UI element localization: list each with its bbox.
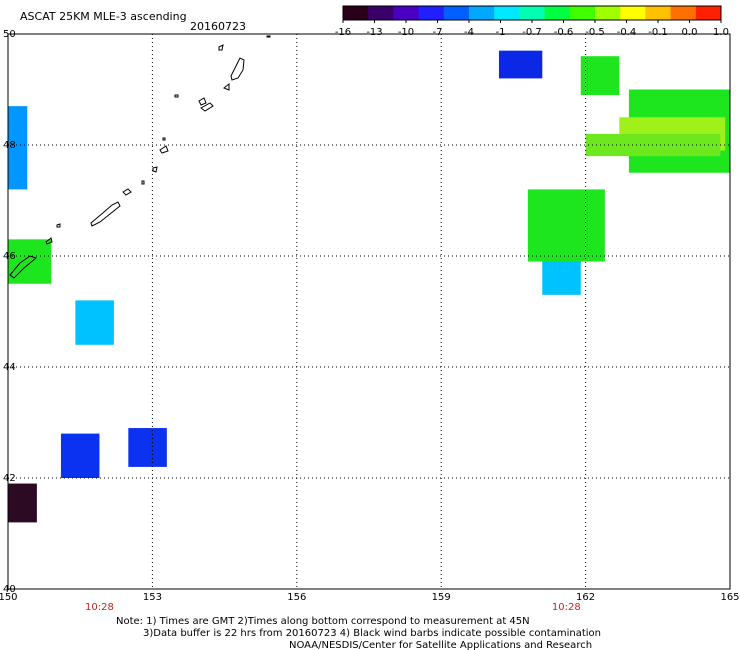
y-axis-ticks: 50 48 46 44 42 40	[3, 29, 16, 595]
colorbar-swatch	[695, 6, 722, 20]
y-tick-label: 40	[3, 584, 16, 595]
y-tick-label: 50	[3, 29, 16, 40]
data-cell	[498, 50, 543, 79]
data-cell	[8, 106, 28, 190]
colorbar-swatch	[620, 6, 646, 20]
colorbar-label: -0.7	[522, 27, 542, 38]
colorbar-label: -16	[335, 27, 351, 38]
time-label: 10:28	[85, 602, 114, 613]
colorbar-swatch	[670, 6, 697, 20]
map-frame	[7, 33, 731, 590]
colorbar-swatch	[595, 6, 621, 20]
colorbar-swatch	[469, 6, 495, 20]
data-cell	[60, 433, 100, 478]
data-cell	[128, 428, 167, 467]
colorbar-label: -0.1	[648, 27, 668, 38]
colorbar-swatch	[368, 6, 394, 20]
colorbar-swatch	[443, 6, 470, 20]
colorbar-swatch	[343, 6, 369, 20]
y-tick-label: 46	[3, 251, 16, 262]
colorbar-label: -4	[464, 27, 474, 38]
coastline	[9, 35, 271, 279]
y-tick-label: 48	[3, 140, 16, 151]
data-cell	[580, 56, 620, 96]
map-title: ASCAT 25KM MLE-3 ascending	[20, 10, 187, 23]
colorbar-swatch	[645, 6, 672, 20]
note-line-3: NOAA/NESDIS/Center for Satellite Applica…	[289, 640, 592, 650]
time-label: 10:28	[552, 602, 581, 613]
colorbar-swatch	[393, 6, 420, 20]
data-cells	[8, 50, 730, 523]
colorbar-swatch	[494, 6, 520, 20]
note-line-1: Note: 1) Times are GMT 2)Times along bot…	[116, 616, 530, 627]
colorbar-swatch	[418, 6, 445, 20]
colorbar-label: -0.4	[617, 27, 637, 38]
data-cell	[75, 300, 114, 345]
colorbar-swatch	[519, 6, 546, 20]
data-cell	[8, 483, 37, 523]
colorbar-label: -10	[398, 27, 414, 38]
map-date: 20160723	[190, 20, 246, 33]
time-labels: 10:28 10:28	[85, 602, 581, 613]
data-cell	[527, 189, 605, 262]
colorbar-swatch	[569, 6, 596, 20]
x-axis-ticks: 150 153 156 159 162 165	[0, 592, 740, 603]
colorbar-label: -1	[496, 27, 506, 38]
colorbar-label: 1.0	[713, 27, 729, 38]
colorbar-label: -0.5	[585, 27, 605, 38]
x-tick-label: 159	[432, 592, 451, 603]
x-tick-label: 165	[720, 592, 739, 603]
colorbar-label: -13	[366, 27, 382, 38]
x-tick-label: 150	[0, 592, 18, 603]
colorbar: -16 -13 -10 -7 -4 -1 -0.7 -0.6 -0.5 -0.4 -0.1 0.0 1.…	[335, 5, 729, 38]
colorbar-swatch	[544, 6, 571, 20]
y-tick-label: 42	[3, 473, 16, 484]
note-line-2: 3)Data buffer is 22 hrs from 20160723 4)…	[143, 628, 601, 639]
x-tick-label: 156	[287, 592, 306, 603]
y-tick-label: 44	[3, 362, 16, 373]
colorbar-label: -0.6	[554, 27, 574, 38]
colorbar-label: -7	[433, 27, 443, 38]
colorbar-label: 0.0	[682, 27, 698, 38]
x-tick-label: 153	[143, 592, 162, 603]
x-tick-label: 162	[576, 592, 595, 603]
